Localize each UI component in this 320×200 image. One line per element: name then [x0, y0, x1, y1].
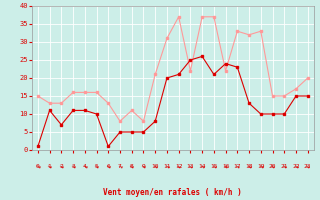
- Text: →: →: [281, 162, 287, 169]
- Text: →: →: [70, 162, 76, 169]
- Text: →: →: [305, 162, 311, 169]
- Text: →: →: [58, 162, 65, 169]
- X-axis label: Vent moyen/en rafales ( km/h ): Vent moyen/en rafales ( km/h ): [103, 188, 242, 197]
- Text: →: →: [93, 162, 100, 169]
- Text: →: →: [117, 162, 123, 169]
- Text: →: →: [105, 162, 111, 169]
- Text: →: →: [140, 162, 147, 169]
- Text: →: →: [35, 162, 41, 169]
- Text: →: →: [234, 162, 241, 169]
- Text: →: →: [164, 162, 170, 169]
- Text: →: →: [199, 162, 205, 169]
- Text: →: →: [152, 162, 158, 169]
- Text: →: →: [293, 162, 299, 169]
- Text: →: →: [269, 162, 276, 169]
- Text: →: →: [246, 162, 252, 169]
- Text: →: →: [258, 162, 264, 169]
- Text: →: →: [82, 162, 88, 169]
- Text: →: →: [46, 162, 53, 169]
- Text: →: →: [175, 162, 182, 169]
- Text: →: →: [222, 162, 229, 169]
- Text: →: →: [129, 162, 135, 169]
- Text: →: →: [187, 162, 194, 169]
- Text: →: →: [211, 162, 217, 169]
